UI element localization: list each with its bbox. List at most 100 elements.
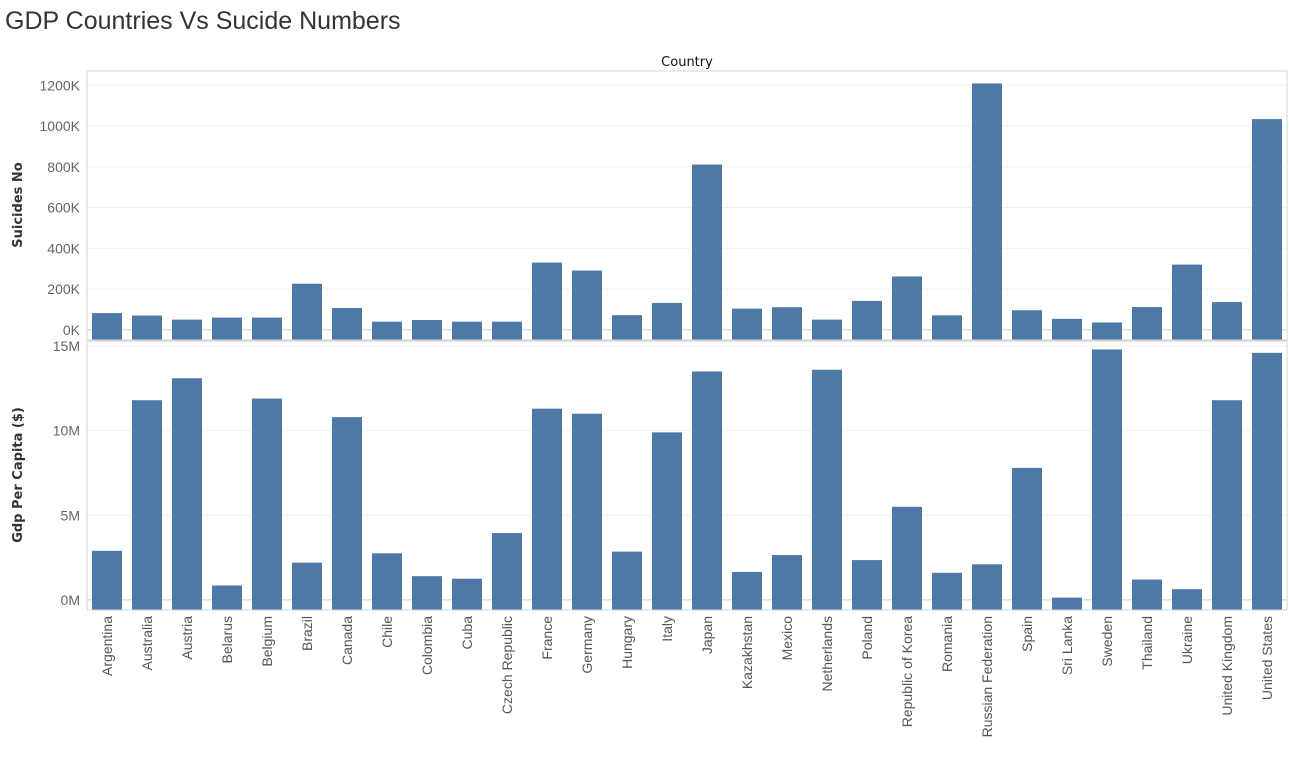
bar-ukraine[interactable]: [1172, 264, 1202, 340]
x-category-label: Colombia: [419, 616, 435, 675]
x-category-label: Austria: [179, 616, 195, 660]
bar-italy[interactable]: [652, 302, 682, 340]
bar-germany[interactable]: [572, 413, 602, 610]
pane-frame-1: [86, 340, 1288, 611]
bar-thailand[interactable]: [1132, 579, 1162, 610]
x-category-label: Chile: [379, 616, 395, 648]
y-tick-label: 600K: [47, 200, 80, 216]
bar-brazil[interactable]: [292, 283, 322, 340]
column-header: Country: [661, 55, 713, 70]
bar-republic-of-korea[interactable]: [892, 276, 922, 340]
bar-czech-republic[interactable]: [492, 321, 522, 340]
x-category-label: Sweden: [1099, 616, 1115, 667]
y-tick-label: 0K: [63, 322, 81, 338]
bar-japan[interactable]: [692, 164, 722, 340]
y-tick-label: 400K: [47, 240, 80, 256]
bars-layer: [92, 83, 1282, 610]
y-tick-label: 0M: [61, 592, 80, 608]
bar-russian-federation[interactable]: [972, 564, 1002, 610]
bar-hungary[interactable]: [612, 315, 642, 340]
bar-netherlands[interactable]: [812, 369, 842, 610]
bar-mexico[interactable]: [772, 307, 802, 340]
x-category-label: United States: [1259, 616, 1275, 700]
frame-layer: [86, 70, 1288, 611]
bar-austria[interactable]: [172, 378, 202, 610]
bar-czech-republic[interactable]: [492, 533, 522, 610]
bar-canada[interactable]: [332, 308, 362, 340]
x-category-label: Belarus: [219, 616, 235, 663]
bar-japan[interactable]: [692, 371, 722, 610]
y-tick-label: 200K: [47, 281, 80, 297]
bar-sweden[interactable]: [1092, 349, 1122, 610]
x-category-label: Australia: [139, 616, 155, 671]
x-category-label: Argentina: [99, 616, 115, 676]
bar-belgium[interactable]: [252, 398, 282, 610]
x-category-label: Ukraine: [1179, 616, 1195, 664]
bar-argentina[interactable]: [92, 313, 122, 340]
bar-australia[interactable]: [132, 315, 162, 340]
bar-united-kingdom[interactable]: [1212, 400, 1242, 610]
bar-russian-federation[interactable]: [972, 83, 1002, 341]
bar-belarus[interactable]: [212, 585, 242, 610]
x-category-label: Sri Lanka: [1059, 616, 1075, 675]
bar-romania[interactable]: [932, 315, 962, 340]
bar-chile[interactable]: [372, 553, 402, 610]
bar-colombia[interactable]: [412, 320, 442, 340]
x-category-label: Czech Republic: [499, 616, 515, 714]
bar-brazil[interactable]: [292, 562, 322, 610]
bar-chile[interactable]: [372, 321, 402, 340]
bar-colombia[interactable]: [412, 576, 442, 610]
bar-united-states[interactable]: [1252, 119, 1282, 340]
bar-united-states[interactable]: [1252, 352, 1282, 610]
bar-canada[interactable]: [332, 417, 362, 610]
bar-cuba[interactable]: [452, 578, 482, 610]
bar-netherlands[interactable]: [812, 319, 842, 340]
bar-australia[interactable]: [132, 400, 162, 610]
bar-united-kingdom[interactable]: [1212, 302, 1242, 340]
bar-mexico[interactable]: [772, 555, 802, 610]
x-category-label: Brazil: [299, 616, 315, 651]
y-tick-label: 5M: [61, 507, 80, 523]
bar-spain[interactable]: [1012, 310, 1042, 340]
x-category-label: Canada: [339, 616, 355, 665]
bar-kazakhstan[interactable]: [732, 571, 762, 610]
x-category-label: United Kingdom: [1219, 616, 1235, 716]
bar-hungary[interactable]: [612, 551, 642, 610]
bar-argentina[interactable]: [92, 550, 122, 610]
bar-italy[interactable]: [652, 432, 682, 610]
x-category-label: Japan: [699, 616, 715, 654]
bar-poland[interactable]: [852, 300, 882, 340]
bar-poland[interactable]: [852, 560, 882, 610]
x-category-label: Italy: [659, 616, 675, 642]
bar-france[interactable]: [532, 408, 562, 610]
bar-kazakhstan[interactable]: [732, 308, 762, 340]
y-tick-label: 10M: [53, 423, 80, 439]
bar-germany[interactable]: [572, 270, 602, 340]
x-category-label: France: [539, 616, 555, 660]
x-category-label: Romania: [939, 616, 955, 672]
x-category-label: Mexico: [779, 616, 795, 661]
bar-austria[interactable]: [172, 319, 202, 340]
bar-sri-lanka[interactable]: [1052, 318, 1082, 340]
bar-cuba[interactable]: [452, 321, 482, 340]
bar-belgium[interactable]: [252, 317, 282, 340]
pane-frame-0: [86, 70, 1288, 341]
bar-romania[interactable]: [932, 572, 962, 610]
bar-republic-of-korea[interactable]: [892, 506, 922, 610]
bar-sri-lanka[interactable]: [1052, 597, 1082, 610]
category-labels-layer: Argentina Australia Austria Belarus Belgium B…: [99, 616, 1275, 738]
gridlines-layer: [87, 84, 1287, 601]
x-category-label: Russian Federation: [979, 616, 995, 737]
tick-labels-layer: 0K 200K 400K 600K 800K 1000K 1200K 0M 5M 10M 15M: [40, 77, 81, 608]
bar-ukraine[interactable]: [1172, 589, 1202, 610]
x-category-label: Belgium: [259, 616, 275, 667]
bar-france[interactable]: [532, 262, 562, 340]
bar-spain[interactable]: [1012, 467, 1042, 610]
bar-sweden[interactable]: [1092, 322, 1122, 340]
x-category-label: Kazakhstan: [739, 616, 755, 689]
bar-belarus[interactable]: [212, 317, 242, 340]
x-category-label: Cuba: [459, 616, 475, 650]
y-tick-label: 1200K: [40, 77, 81, 93]
bar-thailand[interactable]: [1132, 306, 1162, 340]
